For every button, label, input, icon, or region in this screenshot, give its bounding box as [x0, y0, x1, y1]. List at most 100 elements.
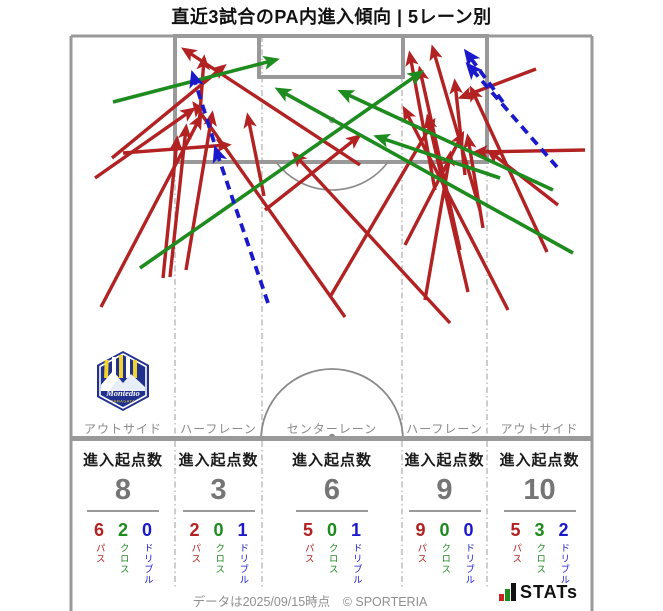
origin-count: 6 — [323, 474, 341, 506]
pass-arrow — [168, 123, 192, 278]
pass-count: 2 — [189, 519, 200, 540]
pass-arrow — [94, 107, 196, 180]
dribble-label: ドリブル — [350, 542, 362, 585]
pass-count: 5 — [302, 519, 313, 540]
pass-arrow — [291, 151, 452, 325]
montedio-badge-icon: Montedio YAMAGATA — [97, 351, 149, 411]
cross-count: 3 — [534, 519, 545, 540]
pass-count: 9 — [415, 519, 426, 540]
dribble-count-item: 2 ドリブル — [556, 521, 572, 585]
cross-arrow — [337, 89, 554, 192]
breakdown-row: 6 パス 2 クロス 0 ドリブル — [71, 521, 175, 585]
lane-stats-column-3: 進入起点数 9 9 パス 0 クロス 0 ドリブル — [402, 449, 487, 585]
pitch-baseline-divider — [71, 436, 592, 441]
team-badge: Montedio YAMAGATA — [97, 351, 149, 416]
pass-label: パス — [189, 542, 201, 564]
data-date-note: データは2025/09/15時点 — [192, 595, 331, 609]
pass-arrow — [184, 110, 217, 271]
origin-count: 8 — [114, 474, 132, 506]
pass-arrow — [415, 65, 462, 251]
dribble-count-item: 1 ドリブル — [235, 521, 251, 585]
stat-heading: 進入起点数 — [404, 452, 485, 469]
origin-count: 3 — [210, 474, 227, 506]
pass-count-item: 5 パス — [300, 521, 316, 585]
pass-arrow — [429, 44, 482, 211]
cross-label: クロス — [326, 542, 338, 575]
cross-count-item: 2 クロス — [115, 521, 131, 585]
pass-count-item: 6 パス — [91, 521, 107, 585]
lane-label-3: ハーフレーン — [406, 422, 483, 436]
pass-count-item: 9 パス — [413, 521, 429, 585]
dribble-count: 1 — [237, 519, 248, 540]
stat-heading: 進入起点数 — [499, 452, 580, 469]
pass-label: パス — [93, 542, 105, 564]
stats-logo: STATs — [499, 583, 578, 601]
cross-label: クロス — [534, 542, 546, 575]
dribble-count: 1 — [350, 519, 361, 540]
dribble-arrow — [465, 61, 559, 169]
lane-stats-column-0: 進入起点数 8 6 パス 2 クロス 0 ドリブル — [71, 449, 175, 585]
cross-label: クロス — [213, 542, 225, 575]
stat-heading: 進入起点数 — [291, 452, 372, 469]
stat-underline — [182, 509, 255, 512]
svg-text:Montedio: Montedio — [105, 388, 140, 398]
pass-arrow — [403, 130, 465, 246]
stats-logo-icon — [499, 583, 516, 601]
lane-label-2: センターレーン — [286, 422, 378, 436]
stat-underline — [296, 509, 368, 512]
cross-count-item: 3 クロス — [532, 521, 548, 585]
dribble-count: 0 — [141, 519, 152, 540]
breakdown-row: 5 パス 3 クロス 2 ドリブル — [487, 521, 592, 585]
dribble-count-item: 1 ドリブル — [348, 521, 364, 585]
origin-count: 9 — [436, 474, 453, 506]
cross-count-item: 0 クロス — [211, 521, 227, 585]
stat-underline — [503, 509, 576, 512]
breakdown-row: 9 パス 0 クロス 0 ドリブル — [402, 521, 487, 585]
cross-arrow — [274, 87, 574, 255]
pass-arrow — [472, 144, 586, 159]
dribble-count-item: 0 ドリブル — [139, 521, 155, 585]
dribble-label: ドリブル — [237, 542, 249, 585]
svg-text:YAMAGATA: YAMAGATA — [111, 400, 135, 404]
dribble-label: ドリブル — [463, 542, 475, 585]
cross-label: クロス — [117, 542, 129, 575]
origin-count: 10 — [523, 474, 556, 506]
cross-count: 0 — [326, 519, 337, 540]
pass-count-item: 2 パス — [187, 521, 203, 585]
pass-arrow — [192, 101, 347, 318]
pass-label: パス — [302, 542, 314, 564]
cross-count: 0 — [213, 519, 224, 540]
dribble-count: 0 — [463, 519, 474, 540]
lane-label-0: アウトサイド — [83, 422, 162, 436]
cross-arrow — [373, 133, 501, 180]
stat-heading: 進入起点数 — [178, 452, 259, 469]
pass-arrow — [110, 63, 227, 160]
cross-label: クロス — [439, 542, 451, 575]
pass-arrow — [457, 67, 537, 100]
cross-count-item: 0 クロス — [324, 521, 340, 585]
breakdown-row: 2 パス 0 クロス 1 ドリブル — [175, 521, 262, 585]
pass-count: 5 — [510, 519, 521, 540]
pass-arrow — [181, 47, 361, 167]
footer-note: データは2025/09/15時点 © SPORTERIA — [150, 591, 470, 610]
lane-stats-column-2: 進入起点数 6 5 パス 0 クロス 1 ドリブル — [262, 449, 402, 585]
dribble-arrow — [212, 144, 270, 304]
dribble-label: ドリブル — [141, 542, 153, 585]
cross-count-item: 0 クロス — [437, 521, 453, 585]
pass-arrow — [122, 139, 232, 155]
pass-arrow — [161, 135, 183, 279]
dribble-label: ドリブル — [558, 542, 570, 585]
dribble-arrow — [189, 69, 216, 143]
lane-label-1: ハーフレーン — [180, 422, 257, 436]
stat-underline — [408, 509, 481, 512]
chart-title: 直近3試合のPA内進入傾向 | 5レーン別 — [171, 7, 492, 27]
pass-arrow — [402, 105, 510, 311]
dribble-arrow — [463, 48, 505, 104]
pass-arrow — [423, 113, 470, 293]
breakdown-row: 5 パス 0 クロス 1 ドリブル — [262, 521, 402, 585]
pass-label: パス — [415, 542, 427, 564]
pass-count-item: 5 パス — [508, 521, 524, 585]
pass-arrow — [449, 78, 467, 176]
